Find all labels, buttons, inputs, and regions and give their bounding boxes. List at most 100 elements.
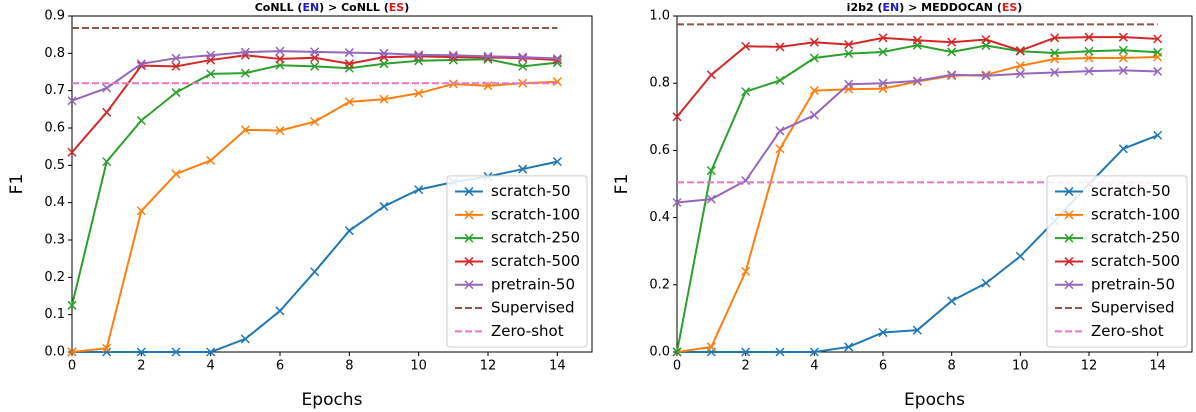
marker bbox=[775, 144, 785, 154]
x-tick-label: 6 bbox=[879, 359, 887, 374]
marker bbox=[310, 47, 320, 57]
marker bbox=[1153, 34, 1163, 44]
legend-box bbox=[1046, 175, 1188, 348]
legend-label: Zero-shot bbox=[491, 322, 564, 340]
y-tick-label: 0.1 bbox=[44, 307, 65, 322]
marker bbox=[1064, 233, 1074, 243]
marker bbox=[912, 35, 922, 45]
marker bbox=[706, 342, 716, 352]
marker bbox=[136, 347, 146, 357]
marker bbox=[464, 210, 474, 220]
marker bbox=[741, 41, 751, 51]
marker bbox=[775, 347, 785, 357]
marker bbox=[464, 233, 474, 243]
marker bbox=[1118, 65, 1128, 75]
x-tick-label: 4 bbox=[810, 359, 818, 374]
y-tick-label: 0.7 bbox=[44, 83, 65, 98]
chart-panel: 0 2 4 6 8 10 12 14 0.0 0.1 0.2 0.3 0.4 0.5 0.6 0.7 0.8 0.… bbox=[7, 1, 593, 410]
x-tick-label: 0 bbox=[673, 359, 681, 374]
marker bbox=[706, 166, 716, 176]
marker bbox=[1118, 32, 1128, 42]
y-tick-label: 0.8 bbox=[649, 76, 670, 91]
legend-label: scratch-500 bbox=[491, 252, 580, 270]
marker bbox=[552, 157, 562, 167]
marker bbox=[171, 61, 181, 71]
marker bbox=[136, 59, 146, 69]
y-tick-label: 0.9 bbox=[44, 9, 65, 24]
marker bbox=[1084, 32, 1094, 42]
marker bbox=[379, 59, 389, 69]
marker bbox=[981, 71, 991, 81]
marker bbox=[947, 47, 957, 57]
marker bbox=[552, 55, 562, 65]
marker bbox=[67, 347, 77, 357]
x-tick-label: 8 bbox=[345, 359, 353, 374]
marker bbox=[1118, 53, 1128, 63]
title-part: ) bbox=[1017, 1, 1022, 14]
marker bbox=[1084, 66, 1094, 76]
legend-label: pretrain-50 bbox=[1091, 275, 1175, 293]
y-tick-label: 0.8 bbox=[44, 46, 65, 61]
x-tick-label: 10 bbox=[1012, 359, 1029, 374]
marker bbox=[878, 47, 888, 57]
legend-label: Zero-shot bbox=[1091, 322, 1164, 340]
y-axis-label: F1 bbox=[612, 174, 632, 195]
legend: scratch-50 scratch-100 scratch-250 scratch-… bbox=[1046, 175, 1188, 348]
marker bbox=[809, 53, 819, 63]
marker bbox=[844, 49, 854, 59]
x-tick-label: 12 bbox=[1081, 359, 1098, 374]
title-part: ES bbox=[389, 1, 405, 14]
marker bbox=[379, 48, 389, 58]
marker bbox=[1015, 46, 1025, 56]
marker bbox=[464, 187, 474, 197]
marker bbox=[844, 79, 854, 89]
marker bbox=[741, 347, 751, 357]
marker bbox=[1153, 47, 1163, 57]
x-tick-label: 2 bbox=[742, 359, 750, 374]
chart-title: CoNLL (EN) > CoNLL (ES) bbox=[255, 1, 410, 14]
legend-label: scratch-100 bbox=[1091, 205, 1180, 223]
marker bbox=[275, 126, 285, 136]
marker bbox=[171, 347, 181, 357]
y-tick-label: 0.5 bbox=[44, 158, 65, 173]
title-part: i2b2 ( bbox=[847, 1, 883, 14]
legend-label: Supervised bbox=[491, 299, 575, 317]
marker bbox=[240, 125, 250, 135]
marker bbox=[518, 164, 528, 174]
marker bbox=[809, 86, 819, 96]
marker bbox=[275, 306, 285, 316]
marker bbox=[809, 347, 819, 357]
legend-label: scratch-50 bbox=[491, 182, 571, 200]
marker bbox=[844, 342, 854, 352]
marker bbox=[1064, 210, 1074, 220]
marker bbox=[275, 46, 285, 56]
marker bbox=[706, 194, 716, 204]
x-axis-label: Epochs bbox=[302, 390, 363, 410]
marker bbox=[947, 296, 957, 306]
marker bbox=[1015, 61, 1025, 71]
marker bbox=[483, 51, 493, 61]
marker bbox=[518, 53, 528, 63]
legend-label: scratch-100 bbox=[491, 205, 580, 223]
y-tick-label: 0.3 bbox=[44, 233, 65, 248]
marker bbox=[448, 50, 458, 60]
marker bbox=[344, 97, 354, 107]
marker bbox=[206, 155, 216, 166]
marker bbox=[1015, 69, 1025, 79]
x-tick-label: 14 bbox=[549, 359, 566, 374]
marker bbox=[67, 147, 77, 157]
marker bbox=[1064, 280, 1074, 290]
marker bbox=[878, 327, 888, 338]
legend-label: pretrain-50 bbox=[491, 275, 575, 293]
chart-title: i2b2 (EN) > MEDDOCAN (ES) bbox=[847, 1, 1023, 14]
marker bbox=[414, 88, 424, 98]
marker bbox=[672, 197, 682, 208]
y-tick-label: 0.6 bbox=[649, 143, 670, 158]
title-part: ) > CoNLL ( bbox=[319, 1, 389, 14]
marker bbox=[1050, 67, 1060, 77]
marker bbox=[1050, 48, 1060, 58]
legend-label: scratch-250 bbox=[1091, 229, 1180, 247]
marker bbox=[171, 53, 181, 63]
y-tick-label: 0.4 bbox=[44, 195, 65, 210]
